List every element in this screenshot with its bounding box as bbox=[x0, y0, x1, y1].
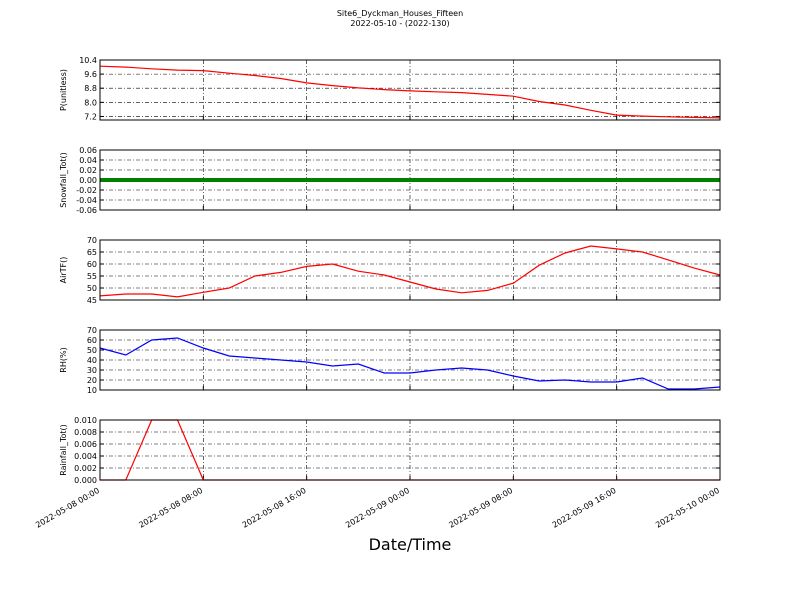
axes-frame bbox=[99, 59, 721, 121]
y-tick-label: 0.04 bbox=[79, 156, 97, 165]
x-tick-label: 2022-05-10 00:00 bbox=[654, 486, 721, 530]
y-tick-label: 8.0 bbox=[84, 98, 97, 107]
y-tick-label: 9.6 bbox=[84, 70, 97, 79]
chart-subtitle: 2022-05-10 - (2022-130) bbox=[350, 19, 449, 28]
y-axis-label: P(unitless) bbox=[59, 69, 68, 111]
y-tick-label: 0.004 bbox=[74, 452, 97, 461]
y-tick-label: 8.8 bbox=[84, 84, 97, 93]
y-tick-label: 0.008 bbox=[74, 428, 97, 437]
y-tick-label: 40 bbox=[87, 356, 97, 365]
data-line bbox=[99, 65, 721, 119]
y-tick-label: 0.06 bbox=[79, 146, 97, 155]
y-tick-label: 0.02 bbox=[79, 166, 97, 175]
x-tick-label: 2022-05-08 00:00 bbox=[34, 486, 101, 530]
y-tick-label: 10.4 bbox=[79, 56, 97, 65]
y-axis-label: Rainfall_Tot() bbox=[59, 424, 68, 476]
y-tick-label: 0.006 bbox=[74, 440, 97, 449]
data-line bbox=[99, 245, 721, 298]
y-tick-label: 60 bbox=[87, 260, 97, 269]
y-tick-label: 0.002 bbox=[74, 464, 97, 473]
y-tick-label: -0.06 bbox=[76, 206, 97, 215]
y-tick-label: 50 bbox=[87, 346, 97, 355]
y-tick-label: -0.04 bbox=[76, 196, 97, 205]
y-tick-label: 0.010 bbox=[74, 416, 97, 425]
y-axis-label: RH(%) bbox=[59, 347, 68, 372]
y-tick-label: 65 bbox=[87, 248, 97, 257]
y-axis-label: Snowfall_Tot() bbox=[59, 152, 68, 208]
x-tick-label: 2022-05-09 00:00 bbox=[344, 486, 411, 530]
y-tick-label: 30 bbox=[87, 366, 97, 375]
chart-title: Site6_Dyckman_Houses_Fifteen bbox=[337, 9, 463, 18]
y-tick-label: 50 bbox=[87, 284, 97, 293]
y-axis-label: AirTF() bbox=[59, 257, 68, 284]
y-tick-label: 7.2 bbox=[84, 112, 97, 121]
y-tick-label: -0.02 bbox=[76, 186, 97, 195]
x-tick-label: 2022-05-09 08:00 bbox=[447, 486, 514, 530]
data-line bbox=[99, 337, 721, 390]
y-tick-label: 45 bbox=[87, 296, 97, 305]
x-axis-label: Date/Time bbox=[369, 535, 452, 554]
y-tick-label: 70 bbox=[87, 236, 97, 245]
axes-frame bbox=[99, 419, 721, 481]
x-tick-label: 2022-05-08 08:00 bbox=[137, 486, 204, 530]
axes-frame bbox=[99, 329, 721, 391]
axes-frame bbox=[99, 239, 721, 301]
y-tick-label: 60 bbox=[87, 336, 97, 345]
y-tick-label: 55 bbox=[87, 272, 97, 281]
y-tick-label: 70 bbox=[87, 326, 97, 335]
x-tick-label: 2022-05-09 16:00 bbox=[551, 486, 618, 530]
x-tick-label: 2022-05-08 16:00 bbox=[241, 486, 308, 530]
y-tick-label: 0.000 bbox=[74, 476, 97, 485]
axes-frame bbox=[99, 149, 721, 211]
y-tick-label: 0.00 bbox=[79, 176, 97, 185]
y-tick-label: 10 bbox=[87, 386, 97, 395]
y-tick-label: 20 bbox=[87, 376, 97, 385]
